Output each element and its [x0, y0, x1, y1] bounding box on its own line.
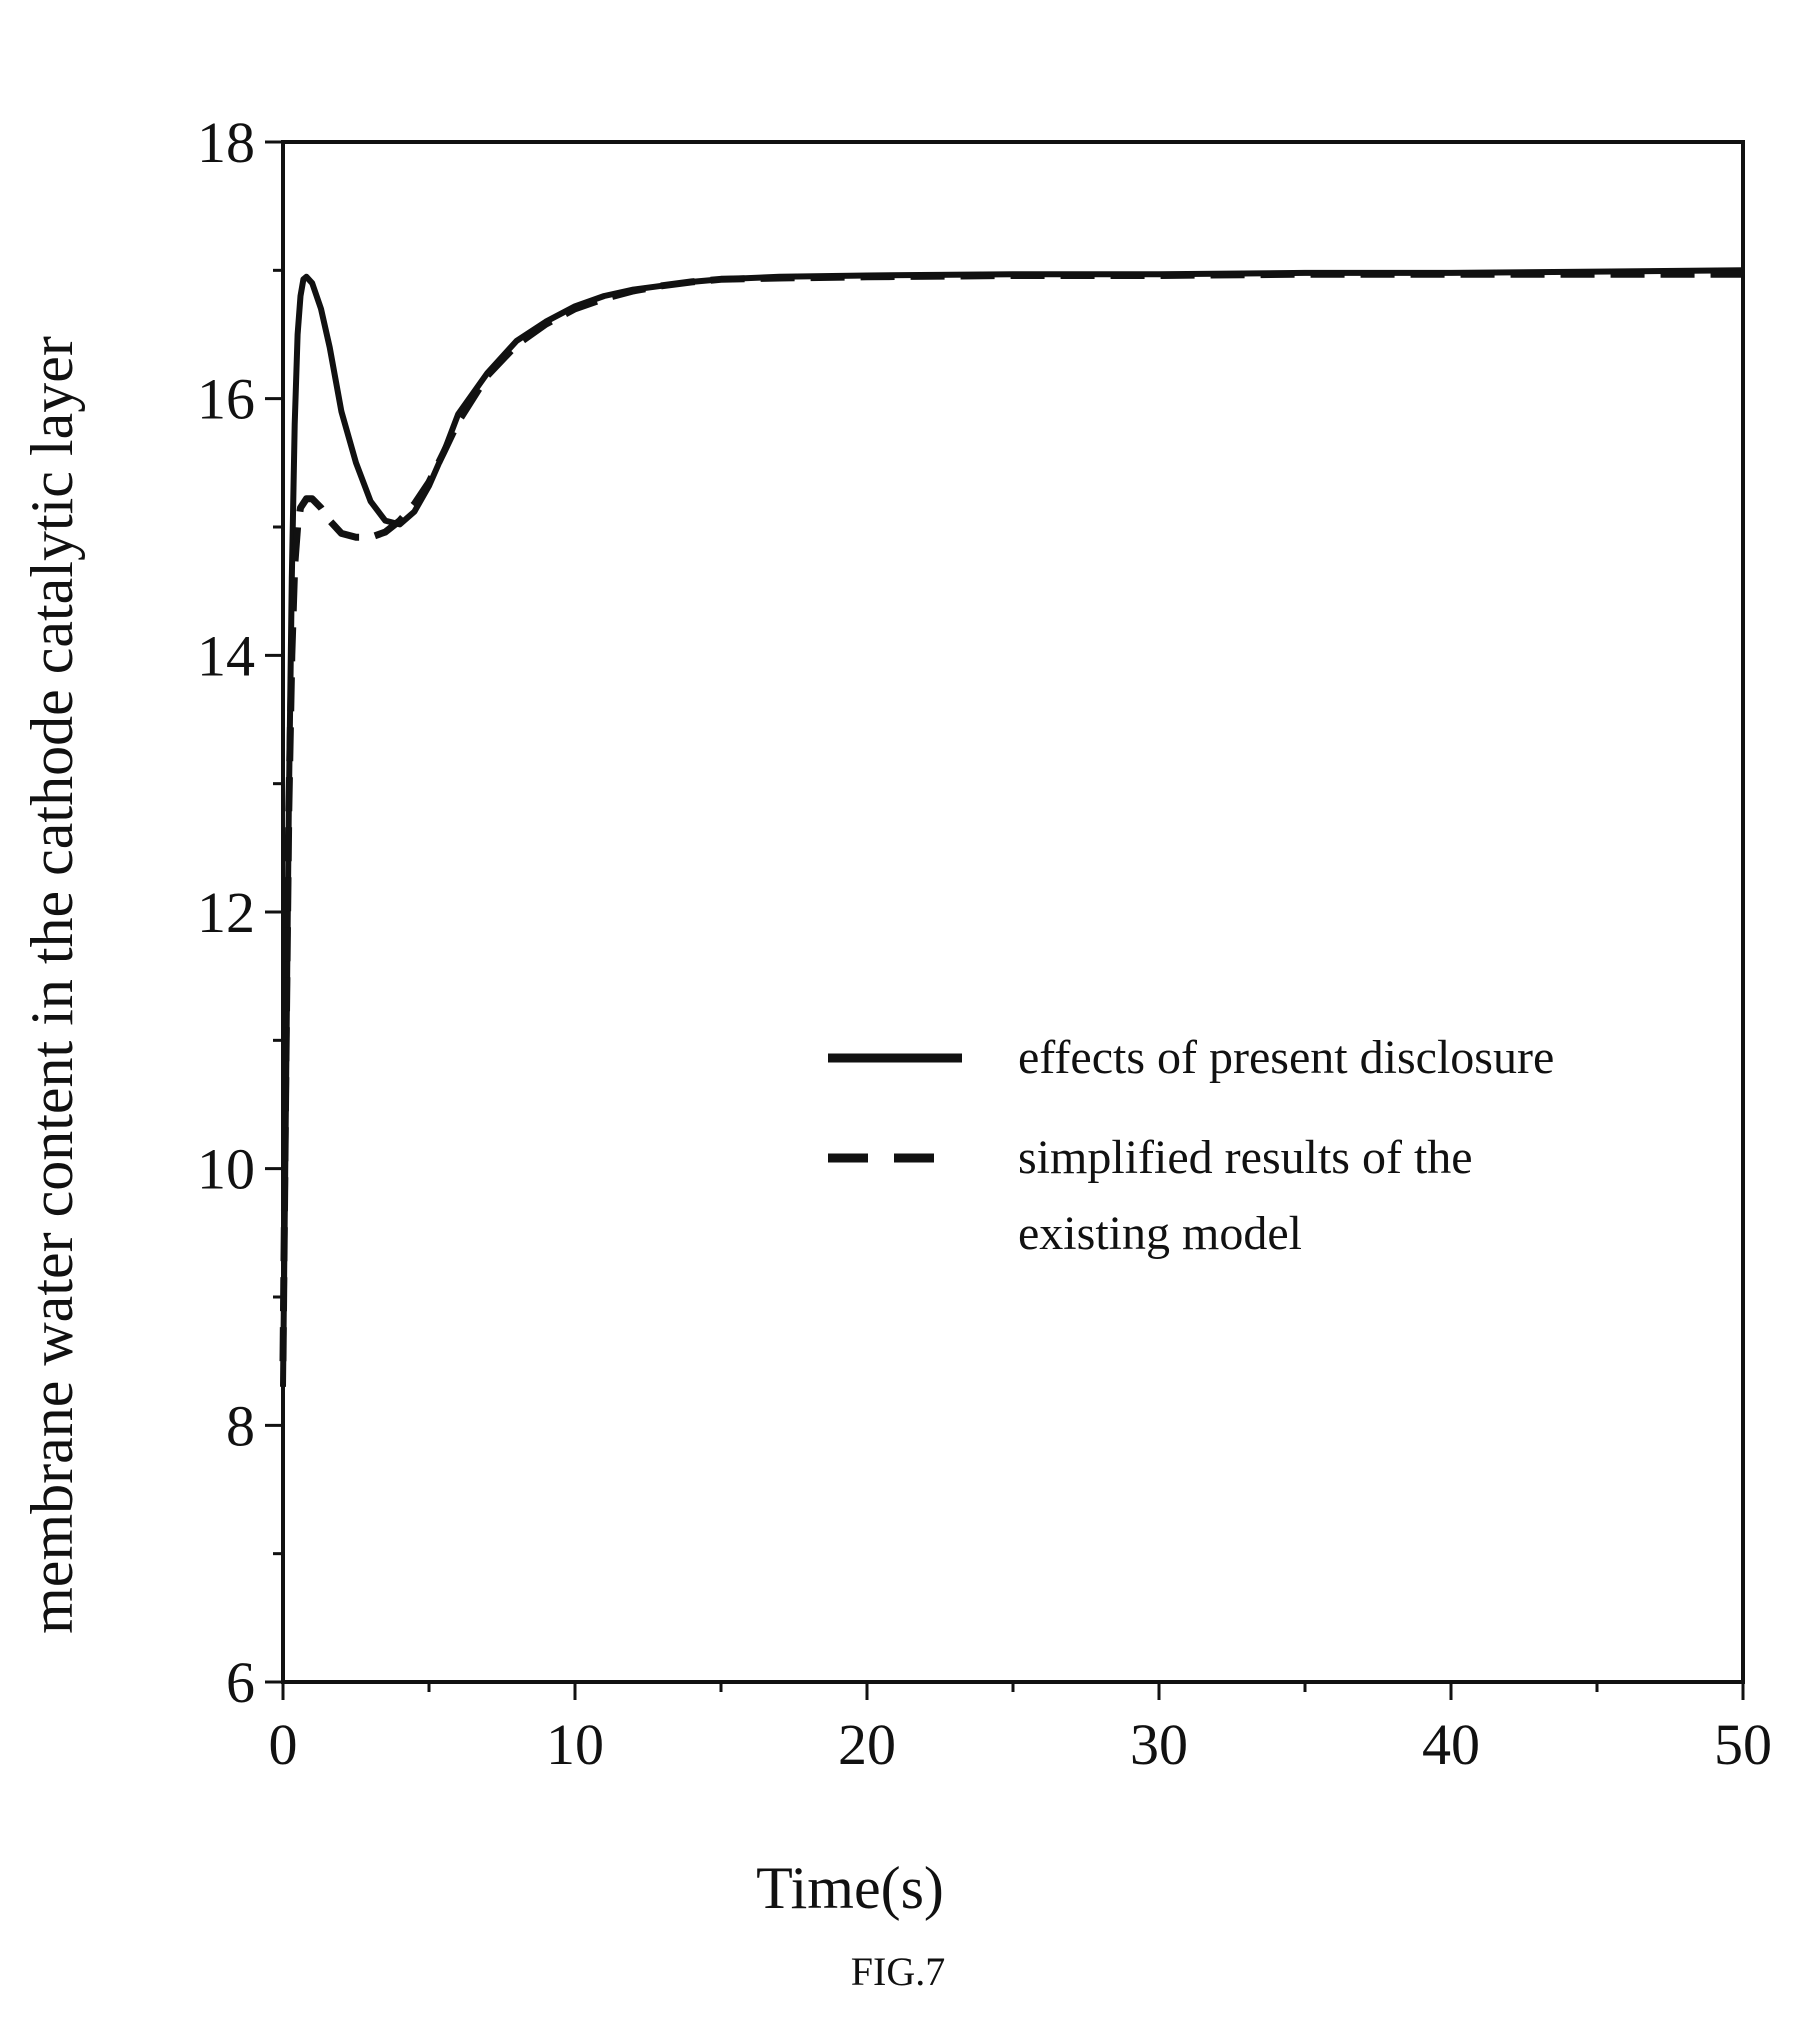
- y-tick-label: 8: [226, 1393, 255, 1458]
- x-tick-label: 40: [1422, 1712, 1480, 1777]
- series-lines: [279, 267, 1744, 1387]
- legend: effects of present disclosure simplified…: [828, 1031, 1554, 1260]
- tick-labels: 0 10 20 30 40 50 6 8 10 12 14 16 18: [197, 110, 1772, 1777]
- x-axis-title: Time(s): [756, 1855, 944, 1921]
- x-tick-label: 20: [838, 1712, 896, 1777]
- x-tick-label: 30: [1130, 1712, 1188, 1777]
- legend-label-dashed-line1: simplified results of the: [1018, 1131, 1473, 1184]
- series-line-solid: [280, 267, 1744, 1387]
- y-tick-label: 14: [197, 623, 255, 688]
- figure-caption: FIG.7: [850, 1949, 946, 1994]
- x-tick-label: 10: [546, 1712, 604, 1777]
- plot-border: [281, 140, 1745, 1684]
- y-axis-title: membrane water content in the cathode ca…: [19, 336, 85, 1634]
- legend-label-dashed-line2: existing model: [1018, 1207, 1302, 1260]
- x-tick-label: 0: [269, 1712, 298, 1777]
- y-tick-label: 12: [197, 880, 255, 945]
- y-tick-label: 16: [197, 367, 255, 432]
- series-line-dashed: [279, 270, 1743, 1362]
- x-tick-label: 50: [1714, 1712, 1772, 1777]
- y-tick-label: 10: [197, 1137, 255, 1202]
- legend-label-dashed: simplified results of the existing model: [1018, 1131, 1485, 1260]
- y-tick-label: 6: [226, 1650, 255, 1715]
- axis-ticks: [265, 140, 1745, 1700]
- plot-frame: [281, 140, 1745, 1684]
- legend-label-solid: effects of present disclosure: [1018, 1031, 1554, 1084]
- y-tick-label: 18: [197, 110, 255, 175]
